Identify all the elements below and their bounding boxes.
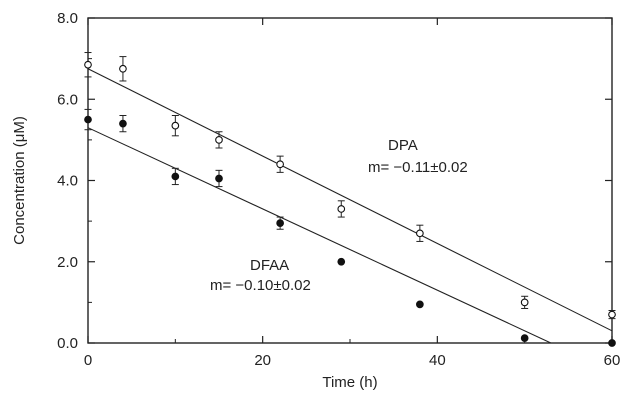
dpa-data-point [337, 205, 346, 213]
dpa-fit-line [87, 68, 613, 332]
dpa-data-point [416, 229, 424, 238]
x-tick-label: 40 [429, 352, 446, 369]
y-tick-label: 4.0 [57, 173, 78, 190]
dfaa-data-point [119, 119, 127, 128]
dfaa-data-point [276, 219, 284, 228]
x-tick-label: 60 [604, 352, 621, 369]
y-tick-label: 8.0 [57, 10, 78, 27]
axes-frame [87, 17, 613, 344]
x-axis-label: Time (h) [322, 374, 377, 391]
data-points [84, 60, 616, 347]
dfaa-data-point [416, 300, 424, 309]
dfaa-data-point [215, 174, 223, 183]
y-tick-label: 2.0 [57, 254, 78, 271]
x-tick-label: 20 [254, 352, 271, 369]
x-tick-label: 0 [84, 352, 92, 369]
dfaa-slope-label: m= −0.10±0.02 [210, 277, 311, 294]
dpa-data-point [215, 136, 223, 144]
dfaa-data-point [171, 172, 180, 181]
dfaa-data-point [520, 334, 529, 342]
dpa-data-point [171, 121, 180, 130]
tick-marks [87, 17, 613, 344]
dpa-slope-label: m= −0.11±0.02 [368, 159, 468, 176]
fit-lines [87, 68, 613, 344]
dfaa-data-point [608, 339, 616, 347]
dpa-annotation-label: DPA [388, 137, 418, 154]
dfaa-data-point [337, 257, 346, 266]
dpa-data-point [608, 310, 616, 319]
y-tick-label: 6.0 [57, 91, 78, 108]
tick-labels: 0 20 40 60 0.0 2.0 4.0 6.0 8.0 [57, 10, 620, 369]
y-axis-label: Concentration (μM) [11, 116, 28, 245]
error-bars [84, 52, 616, 320]
y-tick-label: 0.0 [57, 335, 78, 352]
dpa-data-point [119, 64, 127, 73]
dpa-data-point [520, 298, 529, 307]
dpa-data-point [84, 60, 92, 69]
dpa-data-point [276, 160, 284, 169]
dfaa-fit-line [87, 127, 552, 344]
plot-frame [87, 17, 613, 344]
dfaa-data-point [84, 115, 92, 124]
dfaa-annotation-label: DFAA [250, 257, 289, 274]
